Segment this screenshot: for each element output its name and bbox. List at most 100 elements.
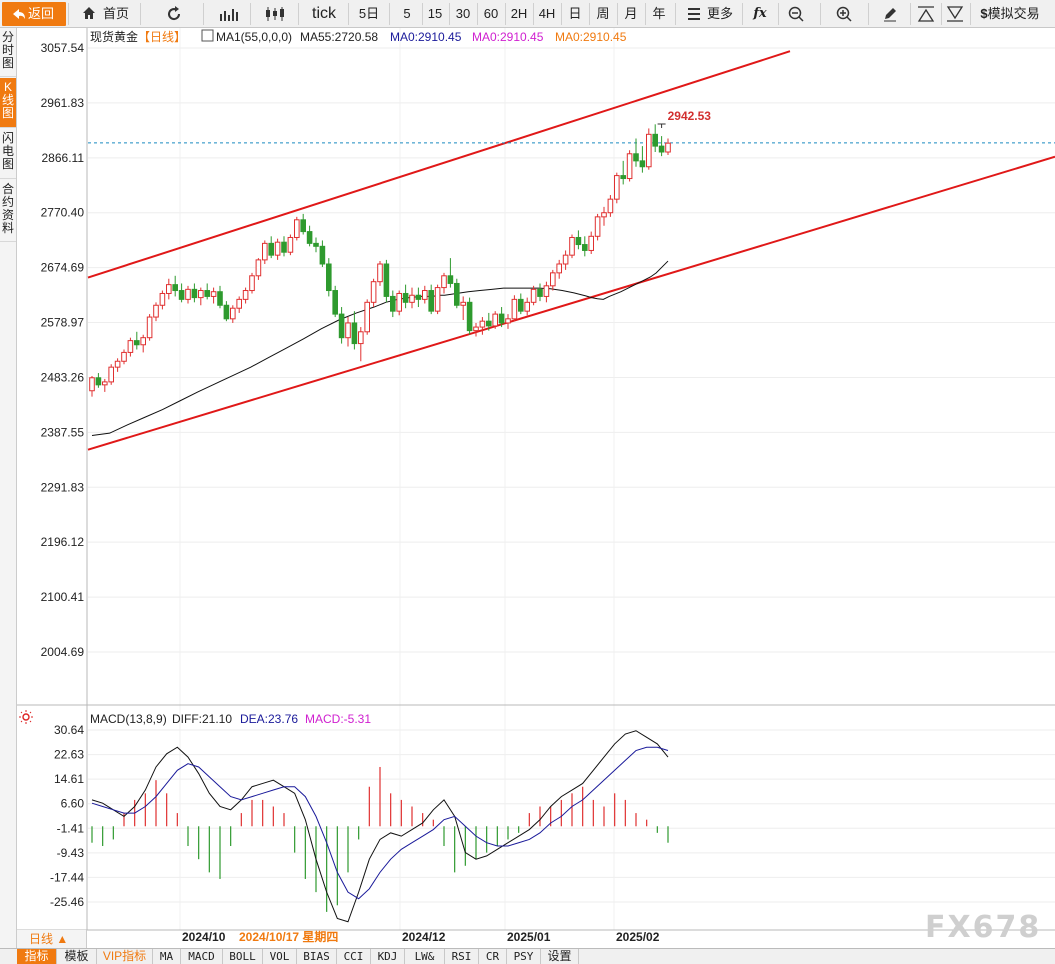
price-tick-label: 2770.40 — [41, 206, 85, 220]
candle — [633, 138, 639, 167]
period-year[interactable]: 年 — [652, 6, 666, 21]
period-5d[interactable]: 5日 — [358, 6, 380, 21]
price-tick-label: 2674.69 — [41, 261, 85, 275]
candle-body — [562, 254, 569, 265]
simulated-trading-button[interactable]: $模拟交易 — [980, 6, 1040, 21]
candle — [396, 290, 402, 316]
tab-bias[interactable]: BIAS — [297, 949, 337, 964]
period-60m[interactable]: 60 — [483, 6, 499, 21]
x-tick-label: 2025/02 — [616, 930, 660, 944]
period-selector[interactable]: 日线 ▲ — [17, 930, 87, 948]
candle-body — [422, 290, 428, 300]
tab-ma[interactable]: MA — [153, 949, 181, 964]
candle — [511, 295, 518, 322]
home-button[interactable]: 首页 — [80, 3, 136, 25]
period-5m[interactable]: 5 — [403, 6, 411, 21]
candle — [140, 334, 146, 353]
scroll-down-button[interactable] — [943, 3, 967, 25]
period-2h[interactable]: 2H — [510, 6, 528, 21]
sun-icon[interactable] — [19, 710, 33, 724]
candle — [479, 317, 486, 335]
price-tick-label: 2483.26 — [41, 370, 85, 384]
candle-body — [402, 292, 409, 303]
chart-type-button[interactable] — [214, 3, 244, 25]
candle-body — [217, 291, 223, 306]
tab-settings[interactable]: 设置 — [541, 949, 579, 964]
tab-lw[interactable]: LW& — [405, 949, 445, 964]
zoom-in-button[interactable] — [832, 3, 856, 25]
candle-body — [665, 142, 671, 153]
candle — [594, 213, 601, 241]
macd-tick-label: 22.63 — [54, 748, 84, 762]
candle — [460, 296, 466, 321]
period-15m[interactable]: 15 — [427, 6, 443, 21]
draw-button[interactable] — [878, 3, 902, 25]
period-day[interactable]: 日 — [568, 6, 582, 21]
candle — [607, 195, 614, 217]
candle-body — [575, 236, 582, 246]
refresh-button[interactable] — [160, 3, 188, 25]
separator — [505, 3, 506, 25]
candle-body — [550, 272, 556, 287]
candle-body — [428, 290, 434, 312]
candle — [377, 261, 383, 286]
price-tick-label: 2004.69 — [41, 645, 85, 659]
tab-template[interactable]: 模板 — [57, 949, 97, 964]
candle-style-button[interactable] — [258, 3, 292, 25]
sidebar-item-timeshare[interactable]: 分时图 — [0, 28, 16, 77]
back-button[interactable]: 返回 — [2, 2, 66, 26]
tab-macd[interactable]: MACD — [181, 949, 223, 964]
candle-body — [460, 301, 466, 306]
separator — [68, 3, 69, 25]
period-tick[interactable]: tick — [312, 5, 336, 22]
candle — [518, 293, 524, 315]
candles — [89, 124, 671, 397]
scroll-up-button[interactable] — [914, 3, 938, 25]
formula-button[interactable]: fx — [753, 6, 767, 21]
separator — [298, 3, 299, 25]
candle — [338, 307, 345, 344]
candle-body — [454, 282, 460, 306]
sidebar-item-kline[interactable]: K线图 — [0, 78, 16, 128]
candle — [166, 278, 172, 300]
tab-psy[interactable]: PSY — [507, 949, 541, 964]
indicator-tabs: 指标 模板 VIP指标 MA MACD BOLL VOL BIAS CCI KD… — [0, 948, 1055, 964]
period-30m[interactable]: 30 — [455, 6, 471, 21]
tab-cr[interactable]: CR — [479, 949, 507, 964]
sidebar: 分时图 K线图 闪电图 合约资料 — [0, 28, 17, 948]
tab-rsi[interactable]: RSI — [445, 949, 479, 964]
sidebar-item-flash[interactable]: 闪电图 — [0, 129, 16, 179]
period-week[interactable]: 周 — [596, 6, 610, 21]
tab-indicator[interactable]: 指标 — [17, 949, 57, 964]
tab-kdj[interactable]: KDJ — [371, 949, 405, 964]
ma-settings-icon[interactable] — [201, 29, 214, 42]
candle — [562, 250, 569, 270]
macd-tick-label: -9.43 — [57, 846, 85, 860]
more-button[interactable]: 更多 — [684, 3, 740, 25]
candle — [134, 331, 140, 350]
tab-boll[interactable]: BOLL — [223, 949, 263, 964]
moving-average-55 — [91, 260, 669, 437]
candle-body — [415, 294, 422, 300]
candle — [441, 272, 447, 294]
separator — [778, 3, 779, 25]
tab-cci[interactable]: CCI — [337, 949, 371, 964]
tab-vip[interactable]: VIP指标 — [97, 949, 153, 964]
sidebar-item-contract[interactable]: 合约资料 — [0, 180, 16, 242]
zoom-out-button[interactable] — [784, 3, 808, 25]
candle-body — [210, 291, 217, 297]
candle — [236, 296, 242, 313]
tab-vol[interactable]: VOL — [263, 949, 297, 964]
ma55-label: MA55:2720.58 — [300, 30, 378, 44]
period-month[interactable]: 月 — [624, 6, 638, 21]
period-4h[interactable]: 4H — [538, 6, 556, 21]
candle-body — [172, 284, 178, 292]
candle — [114, 358, 121, 372]
candle — [204, 283, 210, 300]
candle — [415, 287, 422, 308]
macd-tick-label: 6.60 — [61, 797, 85, 811]
candle-body — [114, 360, 121, 368]
candle — [370, 278, 377, 308]
candle-body — [294, 219, 300, 238]
